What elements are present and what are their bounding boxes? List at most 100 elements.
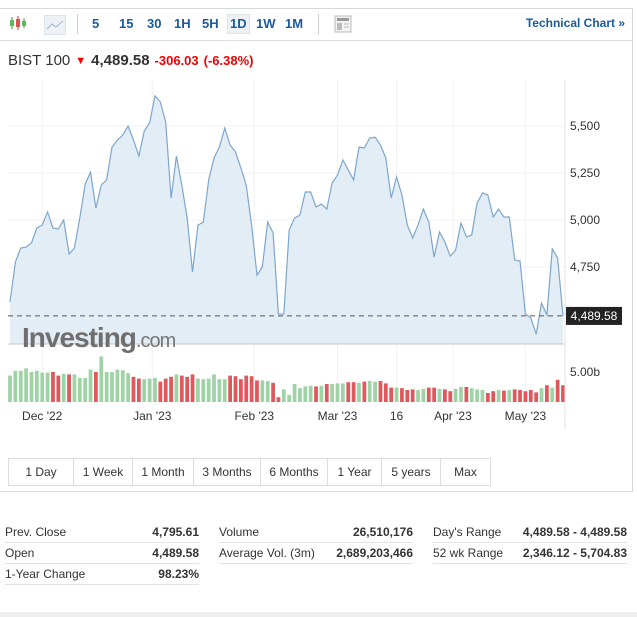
volume-bar bbox=[469, 388, 474, 402]
range-5-years[interactable]: 5 years bbox=[382, 459, 441, 485]
stats-column-2: Volume 26,510,176 Average Vol. (3m) 2,689,… bbox=[219, 522, 413, 564]
volume-bar bbox=[115, 369, 120, 402]
volume-bar bbox=[437, 388, 442, 402]
stats-column-1: Prev. Close 4,795.61 Open 4,489.58 1-Year … bbox=[5, 522, 199, 585]
volume-bar bbox=[351, 382, 356, 402]
stat-value: 2,689,203,466 bbox=[336, 546, 413, 560]
volume-bar bbox=[13, 370, 18, 402]
instrument-header: BIST 100 ▼ 4,489.58 -306.03 (-6.38%) bbox=[8, 52, 254, 69]
volume-bar bbox=[330, 384, 335, 402]
range-selector: 1 Day 1 Week 1 Month 3 Months 6 Months 1… bbox=[8, 458, 491, 486]
volume-bar bbox=[287, 394, 292, 402]
volume-bar bbox=[94, 372, 98, 402]
range-6-months[interactable]: 6 Months bbox=[261, 459, 328, 485]
volume-bar bbox=[77, 378, 82, 402]
volume-bar bbox=[518, 390, 522, 402]
area-chart-icon[interactable] bbox=[44, 15, 66, 35]
price-chart[interactable]: 5,500 5,250 5,000 4,750 Dec '22 Jan '23 Feb '2… bbox=[0, 0, 637, 440]
volume-bar bbox=[389, 387, 394, 402]
x-tick-label: Jan '23 bbox=[133, 409, 172, 423]
interval-1h[interactable]: 1H bbox=[174, 16, 191, 31]
toolbar-divider bbox=[318, 14, 319, 34]
last-price-badge bbox=[566, 306, 622, 325]
range-1-day[interactable]: 1 Day bbox=[9, 459, 74, 485]
price-change: -306.03 bbox=[154, 53, 199, 68]
volume-bar bbox=[480, 390, 485, 402]
volume-bar bbox=[222, 379, 227, 402]
range-max[interactable]: Max bbox=[454, 465, 477, 479]
volume-bar bbox=[346, 382, 351, 402]
interval-1w[interactable]: 1W bbox=[256, 16, 276, 31]
chart-widget bbox=[0, 8, 633, 492]
volume-bar bbox=[190, 374, 195, 402]
toolbar-divider bbox=[77, 14, 78, 34]
candlestick-icon[interactable] bbox=[8, 15, 28, 33]
footer-divider bbox=[0, 612, 637, 617]
volume-bar bbox=[324, 384, 329, 402]
volume-bar bbox=[405, 390, 410, 402]
volume-bar bbox=[169, 376, 173, 402]
volume-bar bbox=[400, 388, 404, 402]
volume-bar bbox=[72, 374, 77, 402]
volume-bar bbox=[512, 389, 517, 402]
volume-bar bbox=[153, 378, 157, 402]
stat-value: 4,795.61 bbox=[152, 525, 199, 539]
interval-5h[interactable]: 5H bbox=[202, 16, 219, 31]
volume-bar bbox=[276, 397, 281, 402]
stat-label: Volume bbox=[219, 525, 260, 539]
x-tick-label: Mar '23 bbox=[318, 409, 358, 423]
technical-chart-link[interactable]: Technical Chart » bbox=[525, 16, 625, 30]
volume-bar bbox=[196, 378, 200, 402]
volume-bar bbox=[281, 389, 286, 402]
volume-bar bbox=[51, 372, 55, 402]
stat-value: 4,489.58 - 4,489.58 bbox=[522, 525, 627, 539]
volume-bar bbox=[561, 385, 565, 402]
range-3-months[interactable]: 3 Months bbox=[194, 459, 261, 485]
range-1-week[interactable]: 1 Week bbox=[74, 459, 133, 485]
range-1-month[interactable]: 1 Month bbox=[133, 459, 194, 485]
y-tick-label: 5,250 bbox=[570, 166, 600, 180]
volume-bar bbox=[357, 382, 361, 402]
volume-bar bbox=[394, 387, 399, 402]
volume-bar bbox=[147, 378, 152, 402]
volume-bar bbox=[314, 386, 318, 402]
volume-bar bbox=[99, 356, 104, 402]
volume-bar bbox=[448, 391, 453, 402]
volume-bar bbox=[88, 369, 93, 402]
interval-30[interactable]: 30 bbox=[147, 16, 162, 31]
volume-bar bbox=[34, 370, 39, 402]
stats-column-3: Day's Range 4,489.58 - 4,489.58 52 wk Ran… bbox=[433, 522, 627, 564]
interval-5[interactable]: 5 bbox=[92, 16, 100, 31]
volume-bar bbox=[249, 376, 254, 402]
y-tick-label: 5,500 bbox=[570, 119, 600, 133]
volume-bar bbox=[56, 375, 61, 402]
volume-bar bbox=[217, 379, 222, 402]
volume-bar bbox=[201, 379, 206, 402]
stat-value: 2,346.12 - 5,704.83 bbox=[522, 546, 627, 560]
volume-bar bbox=[308, 385, 313, 402]
volume-bar bbox=[523, 391, 528, 402]
stat-label: Open bbox=[5, 546, 35, 560]
stat-average-volume: Average Vol. (3m) 2,689,203,466 bbox=[219, 543, 413, 564]
volume-bar bbox=[142, 379, 147, 402]
volume-bar bbox=[29, 372, 34, 402]
volume-bar bbox=[265, 381, 270, 402]
volume-bar bbox=[238, 379, 243, 402]
price-line bbox=[9, 94, 564, 335]
layout-icon[interactable] bbox=[333, 15, 353, 33]
volume-bar bbox=[174, 374, 179, 402]
range-1-year[interactable]: 1 Year bbox=[328, 459, 382, 485]
volume-bar bbox=[228, 375, 233, 402]
stat-52wk-range: 52 wk Range 2,346.12 - 5,704.83 bbox=[433, 543, 627, 564]
stat-open: Open 4,489.58 bbox=[5, 543, 199, 564]
stat-label: 1-Year Change bbox=[5, 567, 86, 581]
x-tick-label: 16 bbox=[390, 409, 404, 423]
interval-1d[interactable]: 1D bbox=[227, 14, 250, 34]
down-arrow-icon: ▼ bbox=[75, 54, 87, 67]
interval-15[interactable]: 15 bbox=[119, 16, 134, 31]
volume-bar bbox=[212, 374, 216, 402]
interval-1m[interactable]: 1M bbox=[285, 16, 304, 31]
volume-bar bbox=[539, 388, 544, 402]
volume-bar bbox=[421, 388, 426, 402]
stat-value: 26,510,176 bbox=[352, 525, 413, 539]
